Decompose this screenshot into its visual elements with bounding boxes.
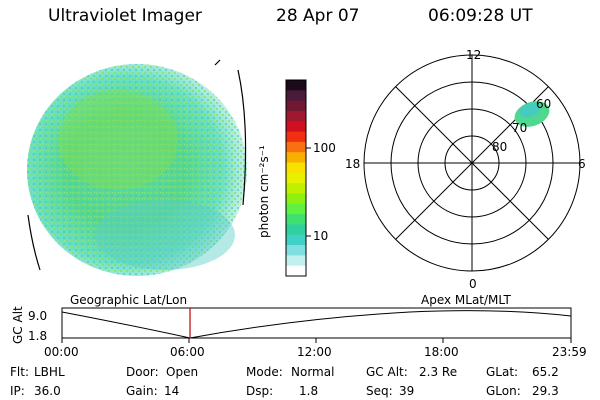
status-gain-value: 14 [164, 384, 180, 398]
ring-label-60: 60 [536, 97, 552, 111]
xtick-2359: 23:59 [552, 345, 587, 359]
status-dsp-value: 1.8 [299, 384, 319, 398]
colorbar-segment [286, 131, 306, 143]
status-ip-value: 36.0 [34, 384, 61, 398]
status-mode-label: Mode: [246, 365, 283, 379]
status-gcalt-value: 2.3 Re [419, 365, 458, 379]
apex-label: Apex MLat/MLT [421, 293, 511, 307]
mlt-label-0: 0 [469, 277, 477, 291]
status-flt-value: LBHL [34, 365, 65, 379]
ring-label-80: 80 [492, 140, 508, 154]
altitude-plot [61, 307, 572, 343]
colorbar-segment [286, 203, 306, 215]
status-ip-label: IP: [10, 384, 25, 398]
ring-label-70: 70 [512, 121, 528, 135]
altitude-ytick-top: 9.0 [28, 309, 48, 323]
status-door-label: Door: [126, 365, 159, 379]
colorbar-segment [286, 183, 306, 194]
limb-arc-right [237, 69, 247, 206]
colorbar-tick-10: 10 [313, 229, 329, 243]
status-glon-value: 29.3 [532, 384, 559, 398]
colorbar-segment [286, 121, 306, 133]
status-gcalt-label: GC Alt: [366, 365, 408, 379]
status-gain-label: Gain: [126, 384, 158, 398]
polar-plot [363, 54, 581, 272]
status-seq-value: 39 [399, 384, 415, 398]
xtick-1200: 12:00 [297, 345, 332, 359]
status-door-value: Open [166, 365, 199, 379]
status-glat-label: GLat: [486, 365, 519, 379]
colorbar [286, 80, 306, 277]
geographic-label: Geographic Lat/Lon [70, 293, 188, 307]
xtick-0000: 00:00 [44, 345, 79, 359]
colorbar-segment [286, 90, 306, 102]
colorbar-segment [286, 152, 306, 164]
colorbar-tick-100: 100 [313, 141, 336, 155]
status-flt-label: Flt: [10, 365, 29, 379]
colorbar-segment [286, 162, 306, 174]
colorbar-segment [286, 80, 306, 91]
xtick-1800: 18:00 [424, 345, 459, 359]
colorbar-segment [286, 224, 306, 236]
colorbar-segment [286, 110, 306, 122]
colorbar-segment [286, 100, 306, 112]
status-glat-value: 65.2 [532, 365, 559, 379]
colorbar-unit-label: photon cm⁻²s⁻¹ [257, 145, 271, 238]
altitude-ylabel: GC Alt [11, 306, 25, 344]
colorbar-segment [286, 234, 306, 246]
mlt-label-12: 12 [466, 48, 482, 62]
colorbar-segment [286, 141, 306, 153]
status-mode-value: Normal [291, 365, 335, 379]
colorbar-segment [286, 193, 306, 205]
altitude-curve [61, 310, 572, 339]
header-date: 28 Apr 07 [276, 6, 360, 26]
header-time: 06:09:28 UT [428, 6, 533, 26]
colorbar-segment [286, 214, 306, 225]
status-dsp-label: Dsp: [246, 384, 274, 398]
colorbar-segment [286, 265, 306, 277]
altitude-ytick-bottom: 1.8 [28, 329, 48, 343]
colorbar-segment [286, 255, 306, 267]
app-title: Ultraviolet Imager [48, 6, 202, 26]
colorbar-segment [286, 245, 306, 256]
xtick-0600: 06:00 [170, 345, 205, 359]
status-glon-label: GLon: [486, 384, 521, 398]
mlt-label-6: 6 [578, 157, 586, 171]
colorbar-segment [286, 172, 306, 184]
mlt-label-18: 18 [345, 157, 361, 171]
limb-arc-left [27, 214, 41, 271]
status-seq-label: Seq: [366, 384, 393, 398]
